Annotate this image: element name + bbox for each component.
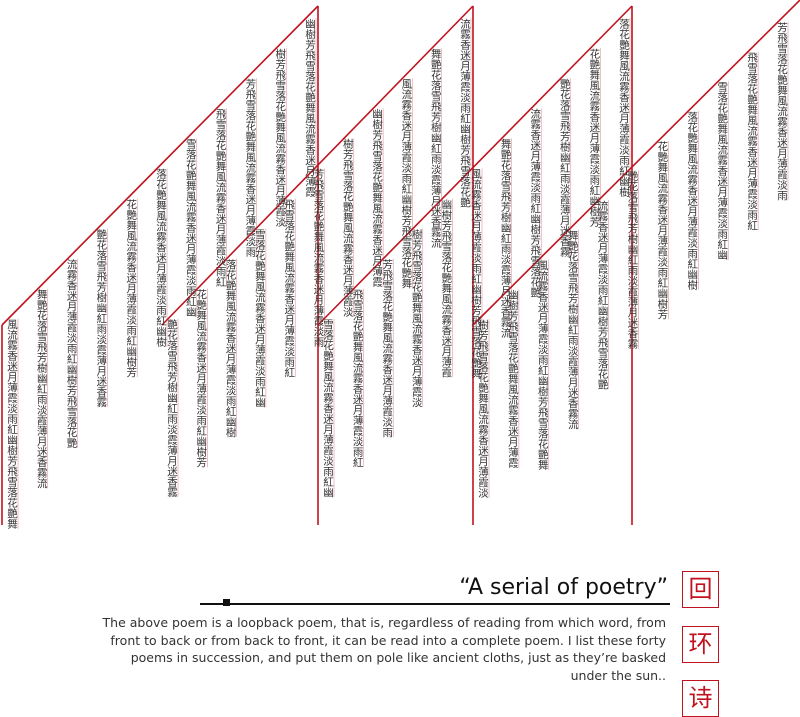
poem-column: 幽樹芳飛雪落花艷舞風流霧香迷月薄霞 xyxy=(507,289,519,468)
poem-column: 樹芳飛雪落花艷舞風流霧香迷月薄霞淡 xyxy=(342,138,354,317)
poem-column: 飛雪落花艷舞風流霧香迷月薄霞淡雨紅 xyxy=(352,289,364,468)
poem-column: 風流霧香迷月薄霞淡雨紅幽樹芳飛雪落花艷舞 xyxy=(6,319,18,530)
poem-title: “A serial of poetry” xyxy=(459,575,668,600)
poem-column: 雪落花艷舞風流霧香迷月薄霞淡雨紅幽 xyxy=(322,319,334,498)
seal-char-huan: 环 xyxy=(682,626,719,663)
poem-column: 花艷舞風流霧香迷月薄霞淡雨紅幽樹芳 xyxy=(588,47,600,227)
poem-column: 艷花落雪飛芳樹幽紅雨淡霞薄月迷香霧 xyxy=(627,170,639,350)
rope-3 xyxy=(317,5,633,326)
poem-column: 雪落花艷舞風流霧香迷月薄霞淡雨紅幽 xyxy=(185,138,197,317)
poem-column: 流霧香迷月薄霞淡雨紅幽樹芳飛雪落花艷 xyxy=(597,199,609,389)
title-underline xyxy=(200,603,670,605)
poem-column: 落花艷舞風流霧香迷月薄霞淡雨紅幽樹 xyxy=(686,111,698,290)
poem-column: 舞艷花落雪飛芳樹幽紅雨淡霞薄月迷香霧流 xyxy=(500,138,512,338)
poem-column: 舞艷花落雪飛芳樹幽紅雨淡霞薄月迷香霧流 xyxy=(567,230,579,430)
poem-column: 風流霧香迷月薄霞淡雨紅幽樹芳飛雪落花艷舞 xyxy=(470,168,482,379)
poem-column: 花艷舞風流霧香迷月薄霞淡雨紅幽樹芳 xyxy=(195,288,207,468)
poem-column: 飛雪落花艷舞風流霧香迷月薄霞淡雨紅 xyxy=(215,108,227,287)
poem-column: 芳飛雪落花艷舞風流霧香迷月薄霞淡雨 xyxy=(313,168,325,348)
seal-char-hui: 回 xyxy=(682,571,719,608)
poem-column: 雪落花艷舞風流霧香迷月薄霞淡雨紅幽 xyxy=(716,81,728,260)
poem-poles-diagram: 風流霧香迷月薄霞淡雨紅幽樹芳飛雪落花艷舞 舞艷花落雪飛芳樹幽紅雨淡霞薄月迷香霧流流… xyxy=(1,0,800,530)
poem-column: 樹芳飛雪落花艷舞風流霧香迷月薄霞淡 xyxy=(477,318,489,497)
rope-2 xyxy=(161,5,474,326)
poem-column: 芳飛雪落花艷舞風流霧香迷月薄霞淡雨 xyxy=(244,77,256,257)
poem-column: 落花艷舞風流霧香迷月薄霞淡雨紅幽樹 xyxy=(155,168,167,347)
poem-column: 飛雪落花艷舞風流霧香迷月薄霞淡雨紅 xyxy=(746,52,758,231)
poem-column: 芳飛雪落花艷舞風流霧香迷月薄霞淡雨 xyxy=(776,21,788,201)
poem-column: 飛雪落花艷舞風流霧香迷月薄霞淡雨紅 xyxy=(283,199,295,378)
rope-1 xyxy=(1,5,319,326)
poem-column: 花艷舞風流霧香迷月薄霞淡雨紅幽樹芳 xyxy=(125,198,137,378)
poem-column: 流霧香迷月薄霞淡雨紅幽樹芳飛雪落花艷 xyxy=(529,108,541,298)
poem-column: 落花艷舞風流霧香迷月薄霞淡雨紅幽樹 xyxy=(225,259,237,438)
poem-column: 舞艷花落雪飛芳樹幽紅雨淡霞薄月迷香霧流 xyxy=(36,289,48,489)
poem-column: 樹芳飛雪落花艷舞風流霧香迷月薄霞淡 xyxy=(274,47,286,226)
poem-column: 艷花落雪飛芳樹幽紅雨淡霞薄月迷香霧 xyxy=(95,228,107,408)
title-underline-marker xyxy=(223,599,230,606)
pole-frame xyxy=(1,0,800,529)
poem-column: 樹芳飛雪落花艷舞風流霧香迷月薄霞淡 xyxy=(411,228,423,407)
poem-column: 芳飛雪落花艷舞風流霧香迷月薄霞淡雨 xyxy=(381,258,393,438)
poem-column: 流霧香迷月薄霞淡雨紅幽樹芳飛雪落花艷 xyxy=(66,258,78,448)
poem-cloth-columns: 風流霧香迷月薄霞淡雨紅幽樹芳飛雪落花艷舞 舞艷花落雪飛芳樹幽紅雨淡霞薄月迷香霧流流… xyxy=(6,17,788,529)
poem-column: 風流霧香迷月薄霞淡雨紅幽樹芳飛雪落花艷舞 xyxy=(400,78,412,289)
poem-column: 流霧香迷月薄霞淡雨紅幽樹芳飛雪落花艷 xyxy=(459,17,471,207)
poem-column: 花艷舞風流霧香迷月薄霞淡雨紅幽樹芳 xyxy=(656,140,668,320)
poem-column: 風流霧香迷月薄霞淡雨紅幽樹芳飛雪落花艷舞 xyxy=(537,260,549,471)
seal-char-shi: 诗 xyxy=(682,680,719,717)
rope-4 xyxy=(472,0,800,326)
poem-column: 幽樹芳飛雪落花艷舞風流霧香迷月薄霞 xyxy=(304,18,316,197)
poem-column: 舞艷花落雪飛芳樹幽紅雨淡霞薄月迷香霧流 xyxy=(430,48,442,248)
poem-column: 艷花落雪飛芳樹幽紅雨淡霞薄月迷香霧 xyxy=(559,78,571,258)
poem-description: The above poem is a loopback poem, that … xyxy=(102,615,666,683)
poem-column: 幽樹芳飛雪落花艷舞風流霧香迷月薄霞 xyxy=(371,108,383,287)
poem-column: 落花艷舞風流霧香迷月薄霞淡雨紅幽樹 xyxy=(618,18,630,197)
poem-column: 艷花落雪飛芳樹幽紅雨淡霞薄月迷香霧 xyxy=(166,318,178,498)
poem-column: 幽樹芳飛雪落花艷舞風流霧香迷月薄霞 xyxy=(440,199,452,378)
poem-column: 雪落花艷舞風流霧香迷月薄霞淡雨紅幽 xyxy=(254,229,266,408)
